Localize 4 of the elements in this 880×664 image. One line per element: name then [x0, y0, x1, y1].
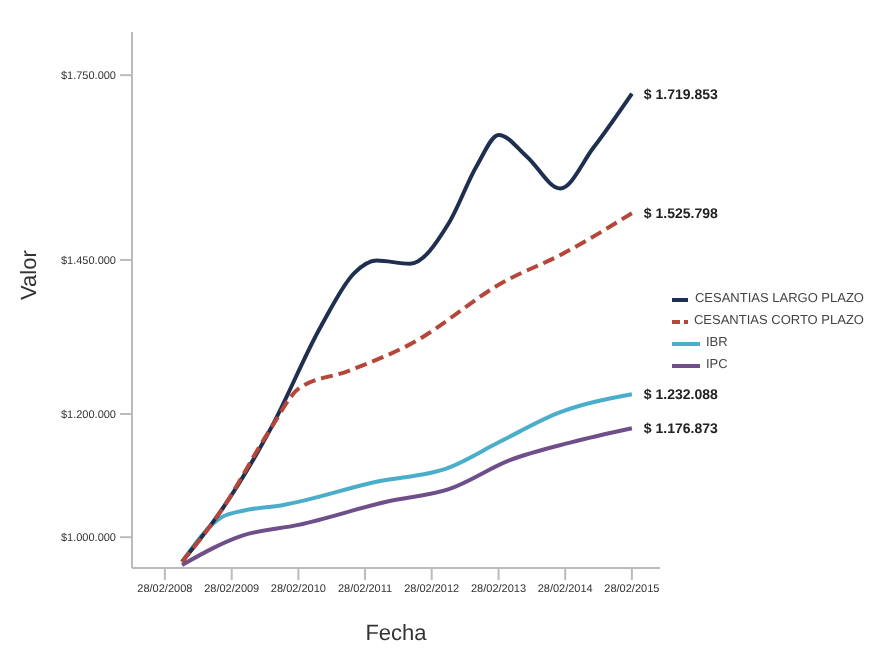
y-axis-title: Valor	[17, 249, 42, 300]
line-series	[180, 211, 634, 564]
line-series	[180, 426, 634, 567]
x-axis-title: Fecha	[365, 622, 429, 646]
